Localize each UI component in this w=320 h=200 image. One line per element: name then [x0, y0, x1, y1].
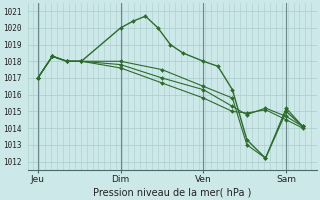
X-axis label: Pression niveau de la mer( hPa ): Pression niveau de la mer( hPa ) — [93, 187, 252, 197]
